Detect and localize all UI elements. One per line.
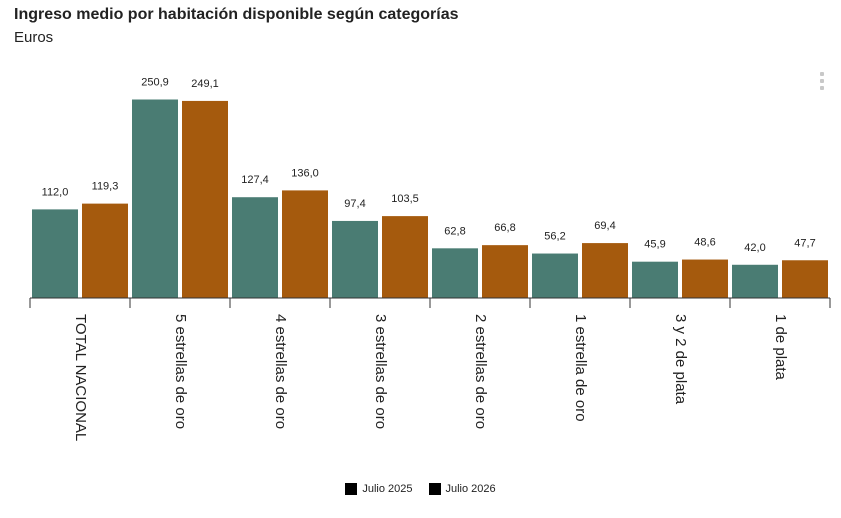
- x-tick-label: TOTAL NACIONAL: [72, 314, 89, 441]
- bar: [282, 190, 328, 298]
- x-tick-label: 3 estrellas de oro: [372, 314, 389, 429]
- bar: [382, 216, 428, 298]
- chart-subtitle: Euros: [14, 29, 54, 46]
- bar: [582, 243, 628, 298]
- x-tick-label: 1 estrella de oro: [572, 314, 589, 422]
- data-label: 97,4: [344, 198, 365, 210]
- data-label: 42,0: [744, 242, 765, 254]
- chart-menu-icon[interactable]: [818, 72, 826, 90]
- data-label: 103,5: [391, 193, 419, 205]
- legend-item-2025[interactable]: Julio 2025: [345, 483, 413, 495]
- data-label: 45,9: [644, 239, 665, 251]
- x-tick-label: 5 estrellas de oro: [172, 314, 189, 429]
- bar: [132, 99, 178, 298]
- data-label: 62,8: [444, 225, 465, 237]
- legend-swatch-2026: [428, 483, 441, 495]
- bar: [332, 220, 378, 298]
- menu-dot: [820, 72, 824, 76]
- data-label: 69,4: [594, 220, 615, 232]
- legend-label-2025: Julio 2025: [362, 483, 413, 495]
- x-tick-label: 2 estrellas de oro: [472, 314, 489, 429]
- x-tick-label: 1 de plata: [772, 314, 789, 381]
- bar: [532, 253, 578, 298]
- data-label: 249,1: [191, 78, 219, 90]
- bar: [432, 248, 478, 298]
- x-tick-label: 4 estrellas de oro: [272, 314, 289, 429]
- bar: [232, 197, 278, 298]
- chart-title: Ingreso medio por habitación disponible …: [14, 6, 459, 23]
- bar: [682, 259, 728, 298]
- legend-swatch-2025: [345, 483, 358, 495]
- bar-chart: 112,0 119,3 TOTAL NACIONAL 250,9 249,1 5 estr…: [29, 77, 831, 441]
- data-label: 48,6: [694, 237, 715, 249]
- legend-item-2026[interactable]: Julio 2026: [428, 483, 496, 495]
- data-label: 66,8: [494, 222, 515, 234]
- bar: [32, 209, 78, 298]
- data-label: 47,7: [794, 237, 815, 249]
- x-tick-label: 3 y 2 de plata: [672, 314, 689, 405]
- data-label: 56,2: [544, 231, 565, 243]
- bar: [782, 260, 828, 298]
- data-label: 112,0: [42, 186, 69, 198]
- bar: [732, 264, 778, 298]
- data-label: 136,0: [291, 167, 319, 179]
- bar: [182, 100, 228, 298]
- legend-label-2026: Julio 2026: [445, 483, 496, 495]
- bar: [482, 245, 528, 298]
- bar: [632, 261, 678, 298]
- data-label: 119,3: [92, 181, 119, 193]
- menu-dot: [820, 79, 824, 83]
- menu-dot: [820, 86, 824, 90]
- data-label: 250,9: [141, 77, 169, 89]
- legend: Julio 2025 Julio 2026: [0, 483, 841, 495]
- data-label: 127,4: [241, 174, 269, 186]
- bar: [82, 203, 128, 298]
